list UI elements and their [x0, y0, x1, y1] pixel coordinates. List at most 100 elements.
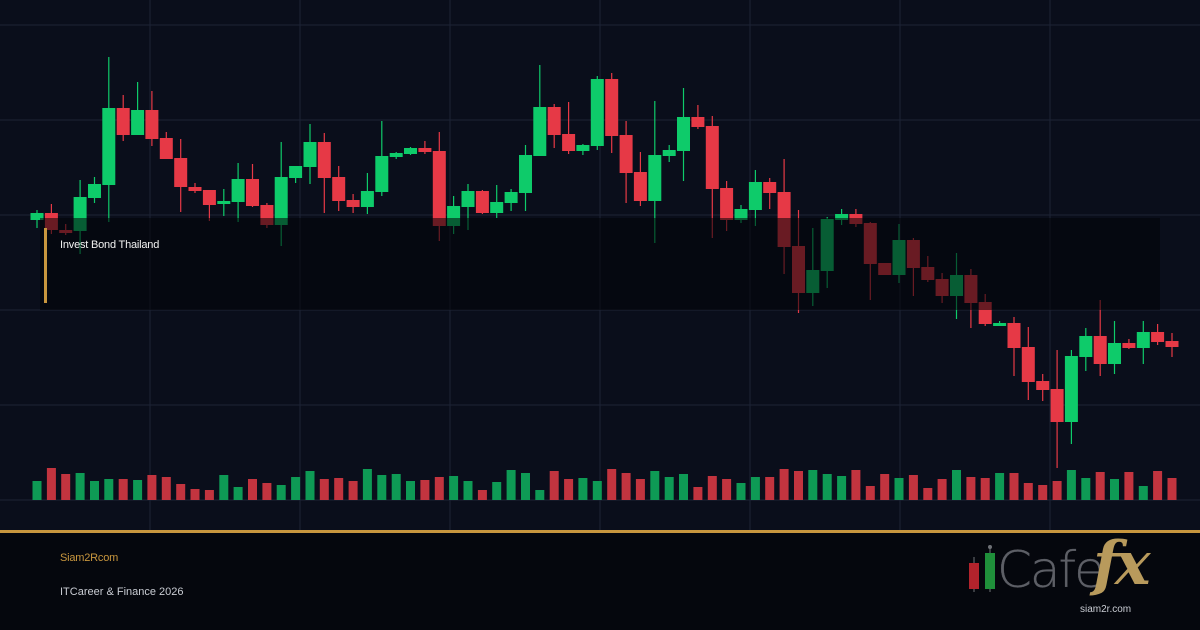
- candle-body: [734, 209, 748, 220]
- candle-body: [188, 187, 202, 191]
- candle-body: [159, 138, 173, 159]
- volume-bar: [1138, 486, 1148, 500]
- candle-body: [562, 134, 576, 151]
- volume-bar: [377, 475, 387, 500]
- candle: [763, 178, 777, 209]
- candle-body: [1165, 341, 1179, 347]
- candle: [188, 183, 202, 193]
- volume-bar: [391, 474, 401, 500]
- volume-bar: [808, 470, 818, 500]
- volume-bar: [650, 471, 660, 500]
- candle-body: [677, 117, 690, 151]
- volume-bar: [90, 481, 99, 500]
- logo-word: Cafe: [997, 541, 1105, 599]
- candle-body: [662, 150, 676, 156]
- candle: [993, 321, 1007, 326]
- volume-bar: [362, 469, 372, 500]
- candle: [619, 121, 633, 203]
- volume-bar: [851, 470, 861, 500]
- volume-bar: [635, 479, 645, 500]
- candle-body: [432, 151, 446, 226]
- candle-body: [547, 107, 561, 135]
- volume-bar: [937, 479, 947, 500]
- candle-body: [1136, 332, 1150, 348]
- volume-bar: [693, 487, 703, 500]
- tagline: ITCareer & Finance 2026: [60, 586, 184, 598]
- volume-bar: [549, 471, 559, 500]
- volume-bar: [248, 479, 257, 500]
- volume-bar: [679, 474, 688, 500]
- candle: [576, 144, 590, 155]
- candle: [346, 194, 360, 213]
- candle-body: [1079, 336, 1093, 357]
- candlestick-chart: [0, 0, 1200, 530]
- volume-bar: [1095, 472, 1105, 500]
- candle: [159, 132, 173, 159]
- volume-bar: [1167, 478, 1177, 500]
- volume-bar: [1023, 483, 1033, 500]
- volume-bar: [463, 481, 473, 500]
- volume-bar: [564, 479, 574, 500]
- volume-bar: [477, 490, 487, 500]
- volume-bar: [880, 474, 890, 500]
- volume-bar: [592, 481, 602, 500]
- volume-bar: [190, 489, 200, 500]
- candle: [1122, 339, 1136, 349]
- candle-body: [461, 191, 475, 207]
- candle-body: [605, 79, 619, 136]
- candle-body: [317, 142, 331, 178]
- volume-bar: [1081, 478, 1091, 500]
- volume-bar: [664, 477, 674, 500]
- candle-body: [705, 126, 719, 189]
- volume-bar: [204, 490, 214, 500]
- volume-bar: [334, 478, 344, 500]
- candle-body: [303, 142, 317, 167]
- candle: [748, 170, 762, 226]
- volume-bar: [233, 487, 243, 500]
- volume-bar: [908, 475, 918, 500]
- volume-bar: [750, 477, 760, 500]
- volume-bar: [952, 470, 961, 500]
- candle-body: [691, 117, 705, 127]
- candle-body: [174, 158, 188, 187]
- candle-body: [720, 188, 734, 220]
- candle-body: [116, 108, 130, 135]
- candle-body: [1093, 336, 1107, 364]
- candle: [375, 121, 389, 196]
- volume-bar: [176, 484, 186, 500]
- overlay-accent-bar: [44, 228, 47, 303]
- candle: [691, 105, 705, 129]
- overlay-label: Invest Bond Thailand: [60, 239, 160, 251]
- volume-bar: [1153, 471, 1163, 500]
- volume-bar: [219, 475, 229, 500]
- candle-body: [217, 201, 231, 204]
- candle: [705, 116, 719, 238]
- candle: [519, 145, 532, 211]
- candle-body: [231, 179, 245, 202]
- candle-body: [145, 110, 159, 139]
- candle-body: [835, 214, 849, 220]
- candle: [418, 141, 432, 154]
- volume-bar: [406, 481, 415, 500]
- volume-bar: [262, 483, 272, 500]
- candle: [30, 210, 44, 228]
- volume-bar: [779, 469, 789, 500]
- candle: [1021, 327, 1035, 400]
- volume-bar: [133, 480, 143, 500]
- candle-body: [1151, 332, 1165, 342]
- volume-bar: [348, 481, 358, 500]
- overlay-panel: [40, 218, 1160, 310]
- candle-body: [289, 166, 303, 178]
- volume-bar: [104, 479, 114, 500]
- candle-body: [763, 182, 777, 193]
- candle-body: [619, 135, 633, 173]
- volume-bar: [865, 486, 875, 500]
- cafefx-logo: Cafe fx siam2r.com: [965, 529, 1175, 628]
- candle: [1064, 350, 1078, 444]
- candle: [360, 173, 374, 214]
- volume-bar: [535, 490, 545, 500]
- candle-body: [1007, 323, 1021, 348]
- candle-body: [475, 191, 489, 213]
- candle: [217, 189, 231, 216]
- logo-accent: fx: [1093, 529, 1151, 599]
